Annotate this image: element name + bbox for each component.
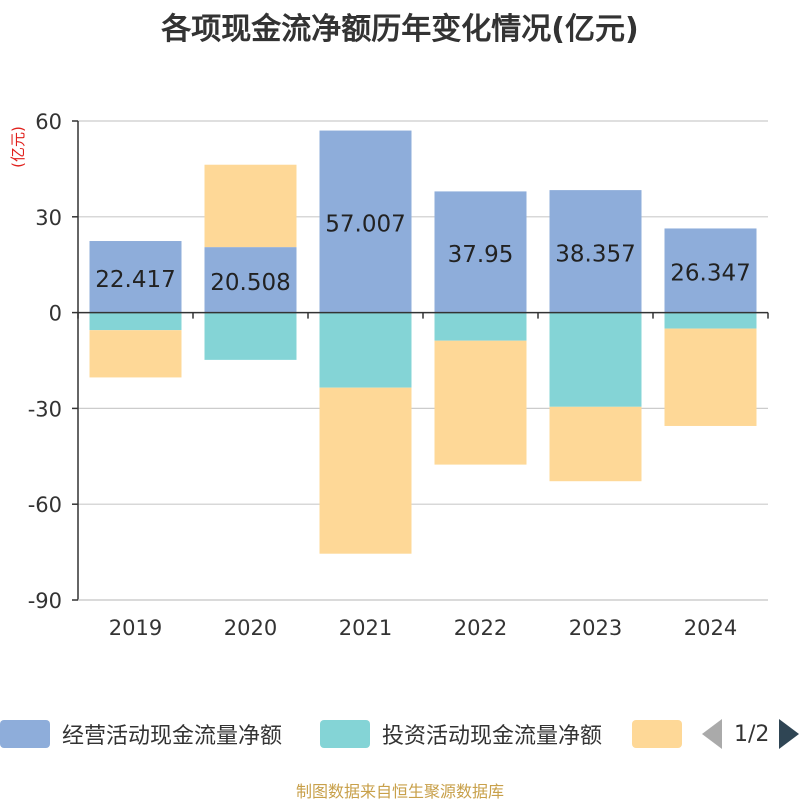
bar-investing-2021 xyxy=(319,312,412,388)
legend: 经营活动现金流量净额 投资活动现金流量净额 xyxy=(0,716,800,752)
bar-financing-2023 xyxy=(549,406,642,482)
bar-financing-2021 xyxy=(319,387,412,554)
x-tick-label: 2020 xyxy=(224,616,277,640)
data-label-operating-2021: 57.007 xyxy=(325,212,405,238)
bar-operating-2019 xyxy=(89,241,182,313)
x-tick-label: 2021 xyxy=(339,616,392,640)
bar-operating-2023 xyxy=(549,190,642,313)
data-label-operating-2022: 37.95 xyxy=(448,242,514,268)
legend-label-investing: 投资活动现金流量净额 xyxy=(382,724,603,749)
y-tick-label: 30 xyxy=(35,206,62,230)
data-label-operating-2020: 20.508 xyxy=(210,270,290,296)
legend-item-investing[interactable]: 投资活动现金流量净额 xyxy=(320,716,602,752)
bar-financing-2024 xyxy=(664,328,757,426)
legend-item-operating[interactable]: 经营活动现金流量净额 xyxy=(0,716,282,752)
x-tick-label: 2023 xyxy=(569,616,622,640)
source-note: 制图数据来自恒生聚源数据库 xyxy=(295,782,504,801)
bar-investing-2022 xyxy=(434,312,527,341)
pager-prev-icon[interactable] xyxy=(702,719,722,749)
y-tick-label: 0 xyxy=(49,302,62,326)
data-label-operating-2019: 22.417 xyxy=(95,267,175,293)
chart-title: 各项现金流净额历年变化情况(亿元) xyxy=(161,12,639,47)
y-tick-label: -60 xyxy=(28,493,62,517)
y-tick-label: 60 xyxy=(35,110,62,134)
bar-investing-2019 xyxy=(89,312,182,331)
y-tick-label: -90 xyxy=(28,589,62,613)
bar-investing-2024 xyxy=(664,312,757,329)
legend-swatch-investing xyxy=(320,720,370,748)
bar-investing-2023 xyxy=(549,312,642,407)
bars xyxy=(89,130,757,554)
grid-lines xyxy=(78,120,768,601)
y-axis-unit-label: (亿元) xyxy=(9,126,27,168)
bar-financing-2022 xyxy=(434,340,527,465)
data-label-operating-2024: 26.347 xyxy=(670,261,750,287)
x-tick-label: 2019 xyxy=(109,616,162,640)
axes: 60 30 0 -30 -60 -90 2019 2020 2021 2022 2023 2024 xyxy=(28,110,769,640)
legend-item-financing[interactable] xyxy=(632,716,694,752)
x-tick-label: 2022 xyxy=(454,616,507,640)
data-label-operating-2023: 38.357 xyxy=(555,241,635,267)
pager-next-icon[interactable] xyxy=(779,719,800,749)
legend-pager: 1/2 xyxy=(700,716,800,752)
bar-operating-2022 xyxy=(434,191,527,313)
y-tick-label: -30 xyxy=(28,397,62,421)
bar-operating-2021 xyxy=(319,130,412,313)
bar-financing-2019 xyxy=(89,330,182,378)
data-labels: 22.417 20.508 57.007 37.95 38.357 26.347 xyxy=(95,212,750,296)
legend-swatch-operating xyxy=(0,720,50,748)
legend-swatch-financing xyxy=(632,720,682,748)
bar-operating-2020 xyxy=(204,247,297,313)
x-tick-label: 2024 xyxy=(684,616,737,640)
bar-financing-2020 xyxy=(204,164,297,248)
legend-label-operating: 经营活动现金流量净额 xyxy=(62,724,283,749)
bar-operating-2024 xyxy=(664,228,757,313)
pager-page-indicator: 1/2 xyxy=(734,721,770,747)
bar-investing-2020 xyxy=(204,312,297,360)
